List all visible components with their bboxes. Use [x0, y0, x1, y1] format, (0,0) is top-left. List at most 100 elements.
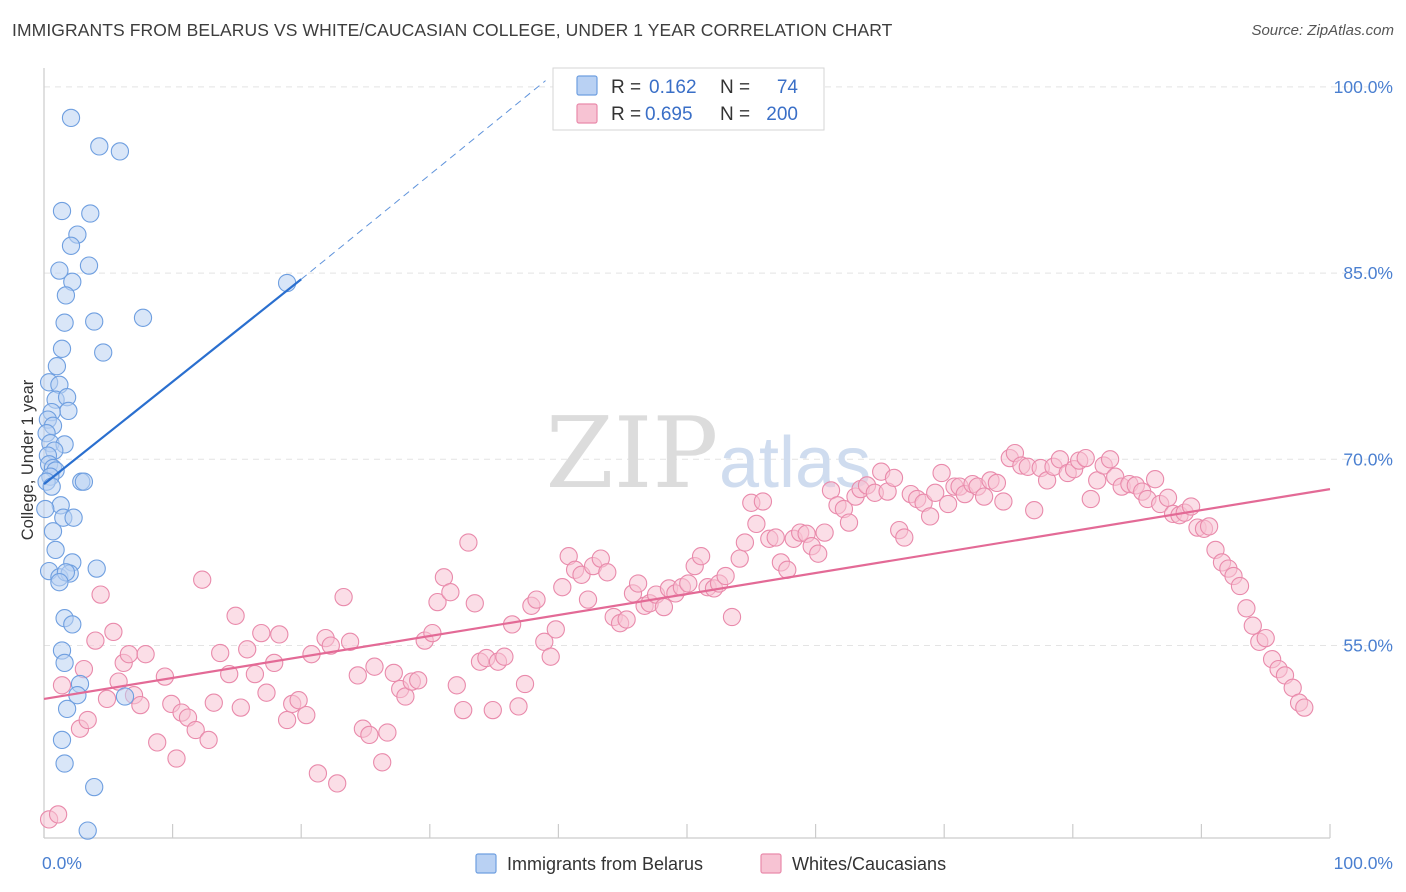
watermark-zip: ZIP [546, 397, 719, 511]
bottom-legend-label-blue: Immigrants from Belarus [507, 854, 703, 874]
white-point-156 [1025, 501, 1044, 520]
white-point-60 [428, 592, 447, 612]
belarus-point-11 [277, 273, 297, 293]
white-point-79 [546, 620, 565, 639]
trend-lines [43, 80, 1331, 701]
belarus-point-59 [57, 699, 77, 719]
belarus-point-61 [55, 754, 74, 773]
belarus-point-51 [50, 573, 69, 592]
white-point-84 [578, 590, 598, 609]
white-point-65 [459, 533, 478, 552]
y-tick-label-3: 100.0% [1334, 77, 1393, 97]
white-point-150 [987, 473, 1007, 493]
white-point-28 [226, 606, 245, 625]
white-point-30 [238, 640, 257, 659]
white-point-36 [277, 710, 297, 730]
belarus-point-44 [46, 540, 65, 560]
white-point-109 [735, 533, 755, 552]
white-point-15 [136, 645, 155, 664]
white-point-62 [441, 583, 460, 602]
white-point-142 [938, 494, 958, 514]
bottom-legend-label-pink: Whites/Caucasians [792, 854, 946, 874]
white-point-193 [1256, 628, 1275, 648]
white-point-106 [716, 566, 735, 586]
white-point-17 [155, 667, 175, 686]
belarus-point-17 [47, 357, 67, 376]
white-point-49 [360, 725, 379, 745]
white-point-66 [465, 594, 484, 613]
white-point-26 [211, 643, 230, 663]
belarus-point-36 [42, 477, 61, 496]
legend-r-label-pink: R = [611, 104, 641, 125]
white-point-9 [104, 622, 123, 642]
white-point-69 [483, 700, 502, 720]
belarus-point-42 [64, 508, 83, 527]
grid [44, 86, 1375, 647]
white-point-80 [553, 578, 572, 597]
white-trend-line [43, 488, 1331, 701]
white-point-168 [1100, 450, 1120, 469]
belarus-point-60 [52, 730, 72, 750]
white-point-52 [378, 723, 397, 742]
white-point-90 [617, 610, 636, 629]
white-point-164 [1076, 448, 1095, 468]
white-point-23 [193, 570, 212, 589]
white-point-31 [245, 664, 265, 684]
belarus-point-16 [52, 339, 72, 358]
white-point-108 [730, 549, 749, 568]
white-point-191 [1243, 616, 1262, 635]
white-point-12 [119, 645, 139, 664]
belarus-point-47 [87, 559, 106, 578]
white-point-133 [884, 468, 904, 488]
legend-n-value-pink: 200 [766, 104, 798, 125]
belarus-point-57 [115, 687, 135, 706]
white-point-151 [994, 492, 1013, 511]
white-point-100 [679, 574, 698, 593]
white-point-135 [895, 528, 914, 547]
x-tick-label-0: 0.0% [42, 853, 82, 873]
legend-n-label-pink: N = [720, 104, 750, 125]
watermark-atlas: atlas [719, 423, 871, 503]
belarus-trend-extension [300, 80, 546, 280]
white-point-38 [289, 691, 308, 710]
belarus-point-7 [50, 261, 69, 280]
belarus-point-2 [110, 142, 130, 161]
belarus-point-38 [74, 472, 94, 491]
series-immigrants-from-belarus [36, 108, 297, 840]
white-point-41 [308, 764, 328, 783]
white-point-102 [691, 547, 711, 566]
white-point-189 [1230, 576, 1250, 596]
belarus-point-6 [61, 236, 81, 255]
white-point-64 [454, 700, 473, 720]
white-point-39 [297, 705, 316, 725]
belarus-point-4 [81, 204, 100, 223]
white-point-122 [815, 523, 834, 542]
white-point-59 [423, 623, 442, 643]
belarus-point-13 [55, 313, 74, 332]
white-point-32 [252, 623, 271, 643]
white-point-14 [131, 695, 150, 715]
white-point-6 [86, 631, 105, 650]
white-point-63 [447, 676, 466, 695]
belarus-point-53 [63, 615, 82, 634]
white-point-1 [48, 805, 68, 824]
white-point-177 [1158, 488, 1178, 507]
bottom-legend-swatch-blue [475, 853, 497, 874]
legend-r-value-pink: 0.695 [645, 104, 693, 125]
belarus-point-14 [85, 312, 104, 331]
belarus-point-3 [52, 201, 72, 221]
legend-n-label-blue: N = [720, 77, 750, 98]
tick-labels: 55.0% 70.0% 85.0% 100.0% 0.0% 100.0% [42, 77, 1393, 873]
white-point-184 [1199, 517, 1219, 536]
legend-swatch-blue [576, 75, 598, 96]
belarus-point-0 [61, 108, 81, 128]
white-point-2 [52, 676, 72, 695]
belarus-point-10 [56, 286, 76, 305]
belarus-point-40 [36, 499, 55, 519]
belarus-point-12 [133, 308, 153, 327]
belarus-point-63 [78, 821, 97, 840]
white-point-24 [199, 730, 218, 750]
belarus-point-55 [55, 653, 74, 673]
white-point-22 [186, 720, 205, 740]
white-point-5 [78, 710, 97, 730]
